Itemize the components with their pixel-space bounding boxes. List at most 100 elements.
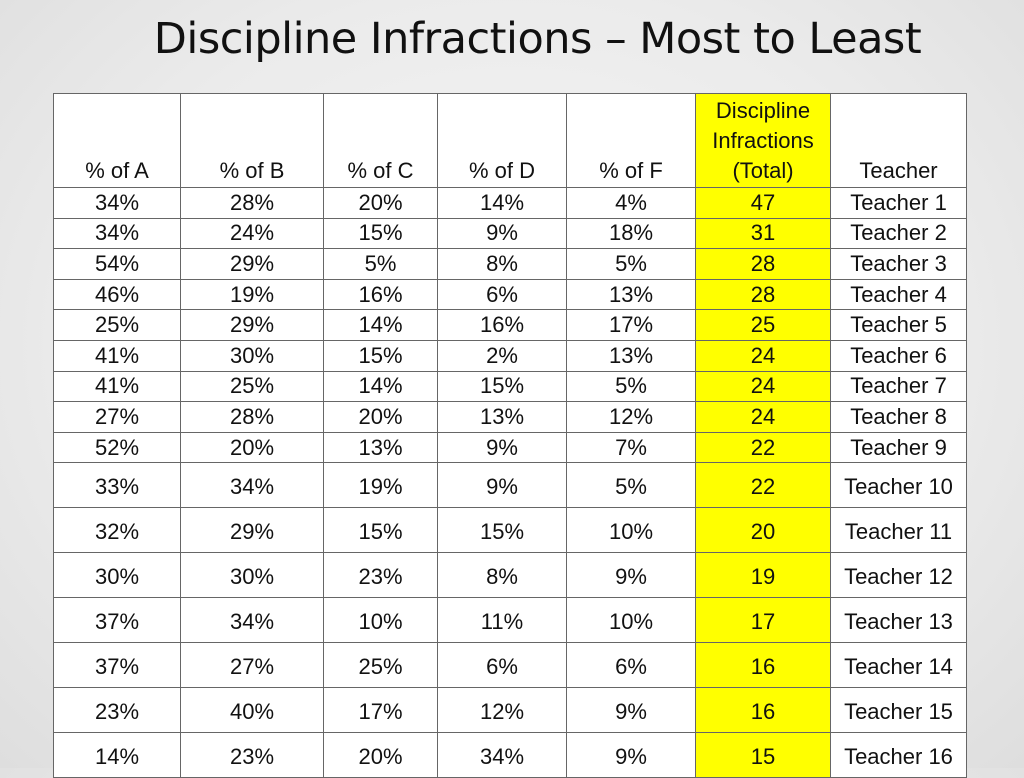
slide-title: Discipline Infractions – Most to Least <box>153 14 922 64</box>
teacher-cell: Teacher 12 <box>830 552 967 599</box>
pct-b-cell: 30% <box>180 339 324 372</box>
pct-c-cell: 10% <box>323 597 438 643</box>
teacher-cell: Teacher 6 <box>830 339 967 372</box>
table-row: 37% 34% 10% 11% 10% 17 Teacher 13 <box>53 597 967 643</box>
table-row: 14% 23% 20% 34% 9% 15 Teacher 16 <box>53 731 967 778</box>
pct-a-cell: 32% <box>53 507 181 554</box>
teacher-cell: Teacher 16 <box>830 731 967 778</box>
pct-a-cell: 14% <box>53 731 181 778</box>
pct-c-cell: 15% <box>323 339 438 372</box>
pct-c-cell: 20% <box>323 401 438 433</box>
pct-b-cell: 29% <box>180 507 324 554</box>
infractions-total-cell: 24 <box>695 401 831 433</box>
pct-c-cell: 16% <box>323 278 438 311</box>
pct-b-cell: 29% <box>180 309 324 341</box>
pct-d-cell: 9% <box>437 462 567 509</box>
pct-f-cell: 18% <box>566 217 696 250</box>
pct-a-cell: 34% <box>53 187 181 219</box>
infractions-total-cell: 16 <box>695 686 831 733</box>
infractions-total-cell: 22 <box>695 462 831 509</box>
pct-b-cell: 20% <box>180 431 324 464</box>
teacher-cell: Teacher 7 <box>830 370 967 403</box>
pct-d-cell: 9% <box>437 431 567 464</box>
teacher-cell: Teacher 14 <box>830 641 967 688</box>
pct-f-cell: 5% <box>566 248 696 280</box>
teacher-cell: Teacher 10 <box>830 462 967 509</box>
pct-a-cell: 52% <box>53 431 181 464</box>
pct-f-cell: 12% <box>566 401 696 433</box>
pct-c-cell: 14% <box>323 309 438 341</box>
teacher-cell: Teacher 4 <box>830 278 967 311</box>
header-line-infractions: Infractions <box>712 128 814 153</box>
table-row: 32% 29% 15% 15% 10% 20 Teacher 11 <box>53 507 967 554</box>
pct-d-cell: 34% <box>437 731 567 778</box>
table-row: 41% 25% 14% 15% 5% 24 Teacher 7 <box>53 370 967 403</box>
pct-f-cell: 10% <box>566 507 696 554</box>
table-row: 34% 28% 20% 14% 4% 47 Teacher 1 <box>53 187 967 219</box>
pct-d-cell: 13% <box>437 401 567 433</box>
teacher-cell: Teacher 8 <box>830 401 967 433</box>
pct-d-cell: 16% <box>437 309 567 341</box>
pct-f-cell: 17% <box>566 309 696 341</box>
pct-c-cell: 14% <box>323 370 438 403</box>
pct-a-cell: 23% <box>53 686 181 733</box>
teacher-cell: Teacher 13 <box>830 597 967 643</box>
table-row: 46% 19% 16% 6% 13% 28 Teacher 4 <box>53 278 967 311</box>
pct-b-cell: 28% <box>180 401 324 433</box>
pct-b-cell: 29% <box>180 248 324 280</box>
pct-c-cell: 19% <box>323 462 438 509</box>
pct-f-cell: 10% <box>566 597 696 643</box>
pct-b-cell: 30% <box>180 552 324 599</box>
infractions-total-cell: 31 <box>695 217 831 250</box>
infractions-total-cell: 16 <box>695 641 831 688</box>
pct-f-cell: 9% <box>566 731 696 778</box>
pct-a-cell: 34% <box>53 217 181 250</box>
pct-d-cell: 6% <box>437 278 567 311</box>
pct-a-cell: 41% <box>53 339 181 372</box>
teacher-cell: Teacher 1 <box>830 187 967 219</box>
infractions-total-cell: 24 <box>695 339 831 372</box>
teacher-cell: Teacher 3 <box>830 248 967 280</box>
pct-d-cell: 15% <box>437 370 567 403</box>
table-row: 25% 29% 14% 16% 17% 25 Teacher 5 <box>53 309 967 341</box>
table-row: 30% 30% 23% 8% 9% 19 Teacher 12 <box>53 552 967 599</box>
header-pct-c: % of C <box>323 93 438 188</box>
infractions-total-cell: 22 <box>695 431 831 464</box>
table-row: 54% 29% 5% 8% 5% 28 Teacher 3 <box>53 248 967 280</box>
pct-c-cell: 5% <box>323 248 438 280</box>
pct-b-cell: 40% <box>180 686 324 733</box>
infractions-table: % of A % of B % of C % of D % of F Disci… <box>53 93 967 778</box>
pct-c-cell: 23% <box>323 552 438 599</box>
header-pct-a: % of A <box>53 93 181 188</box>
table-row: 52% 20% 13% 9% 7% 22 Teacher 9 <box>53 431 967 464</box>
header-line-discipline: Discipline <box>715 98 811 123</box>
table-row: 34% 24% 15% 9% 18% 31 Teacher 2 <box>53 217 967 250</box>
pct-f-cell: 7% <box>566 431 696 464</box>
pct-c-cell: 17% <box>323 686 438 733</box>
pct-f-cell: 9% <box>566 552 696 599</box>
pct-b-cell: 24% <box>180 217 324 250</box>
pct-f-cell: 9% <box>566 686 696 733</box>
pct-f-cell: 5% <box>566 462 696 509</box>
infractions-total-cell: 28 <box>695 278 831 311</box>
pct-a-cell: 41% <box>53 370 181 403</box>
pct-a-cell: 33% <box>53 462 181 509</box>
infractions-total-cell: 20 <box>695 507 831 554</box>
pct-f-cell: 13% <box>566 278 696 311</box>
teacher-cell: Teacher 9 <box>830 431 967 464</box>
header-pct-d: % of D <box>437 93 567 188</box>
pct-b-cell: 28% <box>180 187 324 219</box>
infractions-total-cell: 25 <box>695 309 831 341</box>
pct-c-cell: 20% <box>323 731 438 778</box>
pct-a-cell: 54% <box>53 248 181 280</box>
header-row: % of A % of B % of C % of D % of F Disci… <box>53 93 967 188</box>
table-row: 41% 30% 15% 2% 13% 24 Teacher 6 <box>53 339 967 372</box>
pct-d-cell: 11% <box>437 597 567 643</box>
pct-d-cell: 2% <box>437 339 567 372</box>
table-row: 33% 34% 19% 9% 5% 22 Teacher 10 <box>53 462 967 509</box>
pct-c-cell: 15% <box>323 217 438 250</box>
table-row: 23% 40% 17% 12% 9% 16 Teacher 15 <box>53 686 967 733</box>
teacher-cell: Teacher 11 <box>830 507 967 554</box>
table-body: 34% 28% 20% 14% 4% 47 Teacher 1 34% 24% 15% 9% 18% 3… <box>53 187 967 778</box>
table-row: 37% 27% 25% 6% 6% 16 Teacher 14 <box>53 641 967 688</box>
